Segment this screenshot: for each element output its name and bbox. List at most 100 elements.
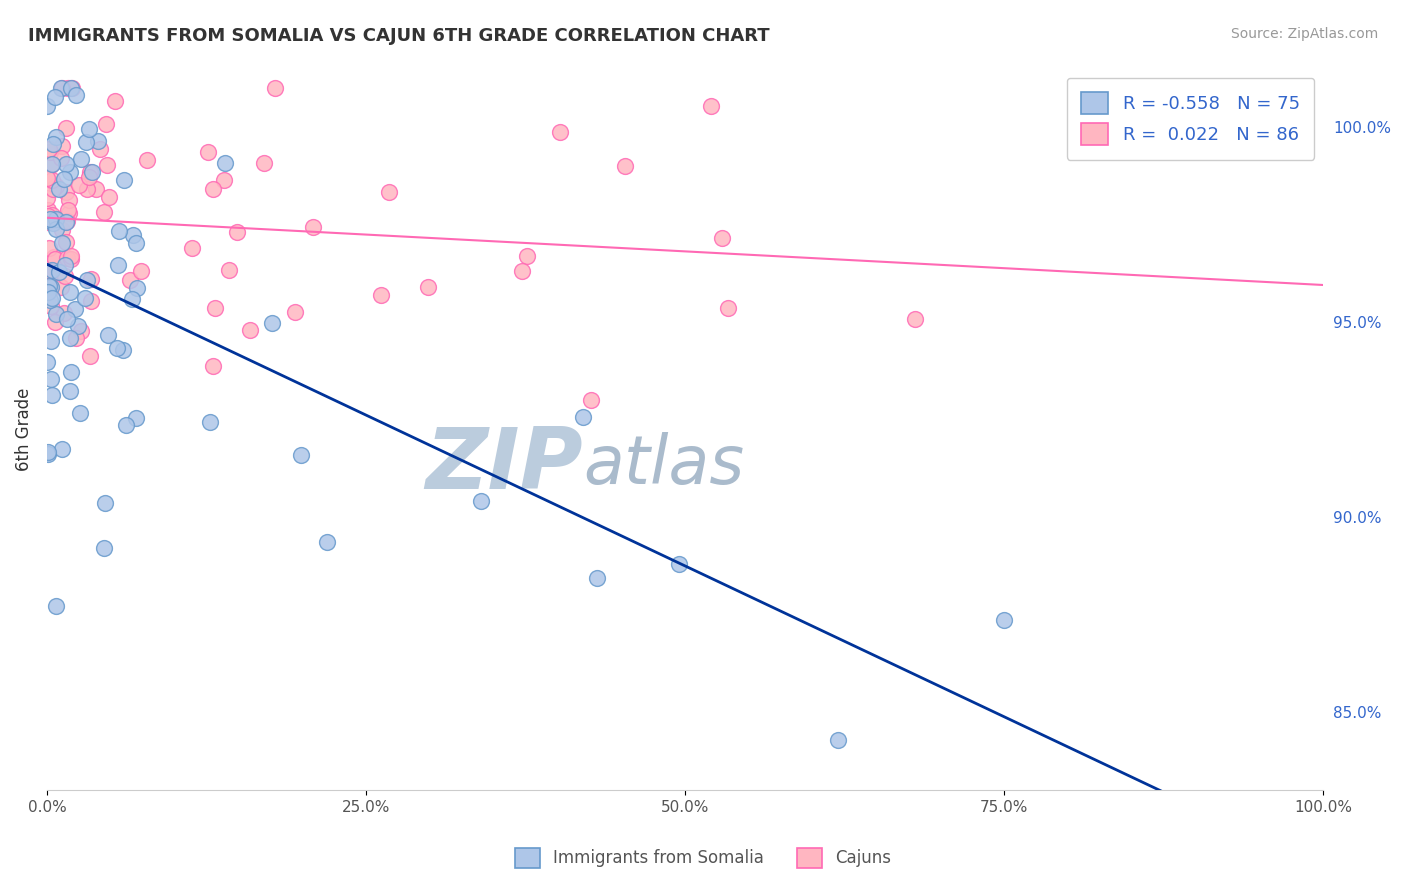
Y-axis label: 6th Grade: 6th Grade	[15, 387, 32, 471]
Point	[44, 250, 66, 264]
Point	[75, 135, 97, 149]
Point	[118, 273, 141, 287]
Point	[59, 249, 82, 263]
Point	[79, 349, 101, 363]
Point	[202, 359, 225, 374]
Point	[112, 173, 135, 187]
Point	[38, 279, 60, 293]
Point	[38, 285, 60, 299]
Point	[45, 211, 67, 226]
Point	[55, 215, 77, 229]
Point	[96, 158, 118, 172]
Point	[51, 235, 73, 250]
Point	[60, 81, 83, 95]
Point	[53, 268, 76, 283]
Point	[41, 172, 63, 186]
Point	[97, 328, 120, 343]
Point	[45, 222, 67, 236]
Point	[94, 117, 117, 131]
Point	[37, 445, 59, 459]
Point	[711, 231, 734, 245]
Point	[416, 280, 439, 294]
Point	[104, 94, 127, 108]
Point	[41, 263, 63, 277]
Point	[993, 613, 1015, 627]
Point	[125, 235, 148, 250]
Point	[41, 291, 63, 305]
Point	[63, 302, 86, 317]
Point	[302, 220, 325, 235]
Point	[73, 291, 96, 305]
Point	[263, 81, 285, 95]
Point	[69, 152, 91, 166]
Point	[198, 415, 221, 429]
Point	[45, 599, 67, 614]
Point	[44, 252, 66, 267]
Point	[197, 145, 219, 159]
Point	[48, 265, 70, 279]
Text: Source: ZipAtlas.com: Source: ZipAtlas.com	[1230, 27, 1378, 41]
Point	[107, 341, 129, 355]
Point	[35, 170, 58, 185]
Point	[56, 312, 79, 326]
Point	[55, 235, 77, 249]
Point	[51, 138, 73, 153]
Text: IMMIGRANTS FROM SOMALIA VS CAJUN 6TH GRADE CORRELATION CHART: IMMIGRANTS FROM SOMALIA VS CAJUN 6TH GRA…	[28, 27, 769, 45]
Point	[717, 301, 740, 315]
Point	[39, 158, 62, 172]
Point	[76, 182, 98, 196]
Point	[77, 121, 100, 136]
Point	[98, 189, 121, 203]
Point	[121, 292, 143, 306]
Point	[218, 263, 240, 277]
Text: ZIP: ZIP	[426, 424, 583, 507]
Point	[55, 121, 77, 136]
Point	[827, 733, 849, 747]
Point	[39, 280, 62, 294]
Point	[39, 293, 62, 307]
Point	[39, 372, 62, 386]
Point	[94, 496, 117, 510]
Point	[45, 129, 67, 144]
Point	[37, 191, 59, 205]
Point	[44, 315, 66, 329]
Point	[53, 258, 76, 272]
Point	[181, 241, 204, 255]
Point	[51, 223, 73, 237]
Point	[93, 205, 115, 219]
Point	[37, 355, 59, 369]
Point	[38, 142, 60, 156]
Point	[39, 334, 62, 348]
Point	[111, 343, 134, 357]
Point	[38, 277, 60, 292]
Point	[226, 225, 249, 239]
Point	[58, 193, 80, 207]
Point	[316, 535, 339, 549]
Point	[35, 215, 58, 229]
Point	[125, 410, 148, 425]
Point	[51, 442, 73, 457]
Point	[59, 365, 82, 379]
Point	[290, 448, 312, 462]
Legend: Immigrants from Somalia, Cajuns: Immigrants from Somalia, Cajuns	[508, 841, 898, 875]
Point	[41, 388, 63, 402]
Point	[49, 280, 72, 294]
Point	[53, 172, 76, 186]
Point	[585, 571, 607, 585]
Point	[204, 301, 226, 316]
Point	[44, 212, 66, 227]
Point	[129, 263, 152, 277]
Point	[239, 323, 262, 337]
Point	[48, 181, 70, 195]
Point	[53, 306, 76, 320]
Point	[668, 557, 690, 571]
Point	[136, 153, 159, 168]
Point	[108, 224, 131, 238]
Point	[67, 319, 90, 334]
Point	[37, 447, 59, 461]
Point	[51, 81, 73, 95]
Point	[39, 264, 62, 278]
Point	[86, 182, 108, 196]
Point	[59, 285, 82, 300]
Point	[38, 211, 60, 226]
